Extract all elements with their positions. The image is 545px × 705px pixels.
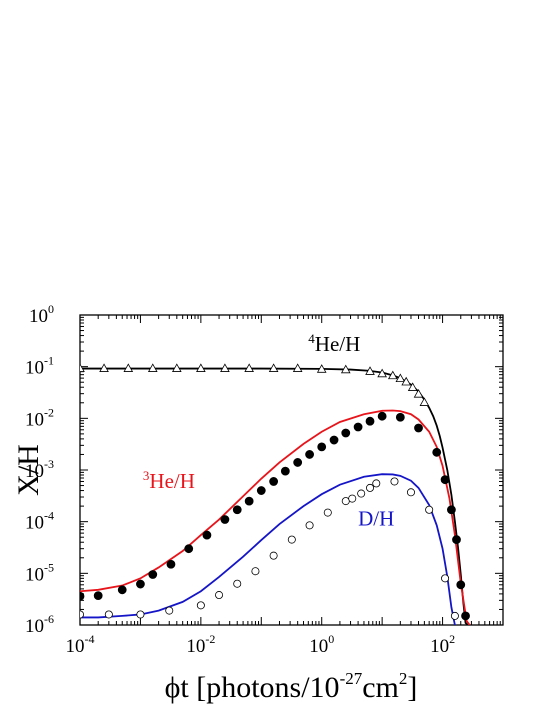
he3-data-point <box>256 486 266 495</box>
he3-data-point <box>244 496 254 506</box>
dh-data-point <box>366 483 375 492</box>
dh-data-point <box>372 479 381 488</box>
he4-data-point <box>377 368 387 378</box>
y-tick-label: 100 <box>29 302 54 327</box>
he3-data-point <box>456 580 466 590</box>
he4-data-point <box>387 370 398 380</box>
he3-data-point <box>377 411 387 421</box>
he3-data-point <box>232 505 242 515</box>
he4-data-point <box>80 363 85 372</box>
he3-data-point <box>432 447 442 457</box>
he3-model-curve <box>80 409 471 625</box>
dh-data-point <box>450 611 459 620</box>
dh-data-point <box>104 610 113 619</box>
axis-ticks <box>79 315 503 626</box>
x-tick-label: 10-2 <box>186 632 215 657</box>
he3-data-point <box>93 591 103 601</box>
he3-data-point <box>440 475 450 485</box>
he3-data-point <box>329 435 339 445</box>
he4-data-point <box>220 363 230 372</box>
he3-data-point <box>80 591 85 601</box>
he3-data-point <box>461 611 470 621</box>
dh-data-point <box>357 489 366 498</box>
he3-data-point <box>117 585 127 595</box>
he4-data-point <box>244 363 254 372</box>
dh-annotation: D/H <box>358 506 394 530</box>
dh-data-point <box>215 591 224 600</box>
y-tick-label: 10-5 <box>25 560 54 585</box>
dh-data-point <box>348 494 357 503</box>
y-axis-label: X/H <box>12 444 45 496</box>
he3-data-point <box>365 416 375 426</box>
he3-data-point <box>447 505 456 515</box>
he4-data-point <box>268 363 279 372</box>
he3-data-point <box>166 559 176 569</box>
he4-data-point <box>401 376 412 386</box>
dh-data-point <box>390 477 399 486</box>
x-tick-label: 10-4 <box>66 632 95 657</box>
he3-data-point <box>452 535 461 544</box>
he4-data-point <box>340 364 351 374</box>
y-tick-label: 10-6 <box>25 612 54 637</box>
he4-data-point <box>147 363 158 372</box>
he3-data-point <box>305 450 314 459</box>
he3-data-point <box>280 466 290 476</box>
he3-data-point <box>317 442 327 452</box>
dh-data-point <box>251 567 260 576</box>
y-tick-label: 10-1 <box>25 354 54 379</box>
he4-data-point <box>365 366 375 375</box>
he3-data-point <box>202 530 212 540</box>
he4-data-point <box>99 363 109 372</box>
dh-data-point <box>196 601 205 610</box>
he4-data-point <box>316 364 327 373</box>
he4-data-point <box>196 363 206 372</box>
dh-data-point <box>305 521 314 530</box>
y-tick-label: 10-2 <box>25 405 54 430</box>
he3-data-point <box>184 544 194 554</box>
tick-labels: 10-4 10-2 100 102 100 10-1 10-2 10-3 10-4 10-5 10-… <box>25 302 455 657</box>
he3-data-point <box>148 570 158 579</box>
he4-data-point <box>419 397 430 406</box>
dh-data-point <box>136 610 145 619</box>
he3-data-point <box>293 458 303 467</box>
x-tick-label: 100 <box>309 632 334 657</box>
dh-data-point <box>425 505 434 514</box>
he3-data-point <box>395 412 405 422</box>
dh-model-curve <box>80 473 456 625</box>
dh-data-point <box>323 508 332 517</box>
he3-data-point <box>341 428 351 438</box>
plot-area <box>80 363 471 625</box>
he3-data-point <box>220 515 230 524</box>
dh-data-point <box>287 535 296 544</box>
dh-data-point <box>80 610 84 619</box>
he3-data-point <box>136 579 145 589</box>
dh-data-point <box>269 551 278 560</box>
x-axis-label: ϕt [photons/10-27cm2] <box>165 669 418 704</box>
dh-data-point <box>441 574 450 583</box>
he4-data-point <box>407 382 418 391</box>
he4-data-point <box>171 363 182 372</box>
y-tick-label: 10-3 <box>25 457 54 482</box>
he4-data-point <box>292 363 303 372</box>
dh-data-point <box>406 488 415 497</box>
he4-annotation: 4He/H <box>308 331 360 356</box>
dh-data-point <box>165 606 174 615</box>
he3-data-point <box>269 477 279 486</box>
he3-data-point <box>353 422 363 432</box>
data-markers <box>80 363 470 621</box>
he4-data-point <box>123 363 134 372</box>
x-tick-label: 102 <box>430 632 455 657</box>
he4-data-point <box>395 373 406 383</box>
dh-data-point <box>233 579 242 588</box>
he4-data-point <box>413 389 424 398</box>
he3-data-point <box>414 423 423 433</box>
he3-annotation: 3He/H <box>143 468 195 493</box>
y-tick-label: 10-4 <box>25 509 54 534</box>
series-annotations: 4He/H 3He/H D/H <box>143 331 394 530</box>
